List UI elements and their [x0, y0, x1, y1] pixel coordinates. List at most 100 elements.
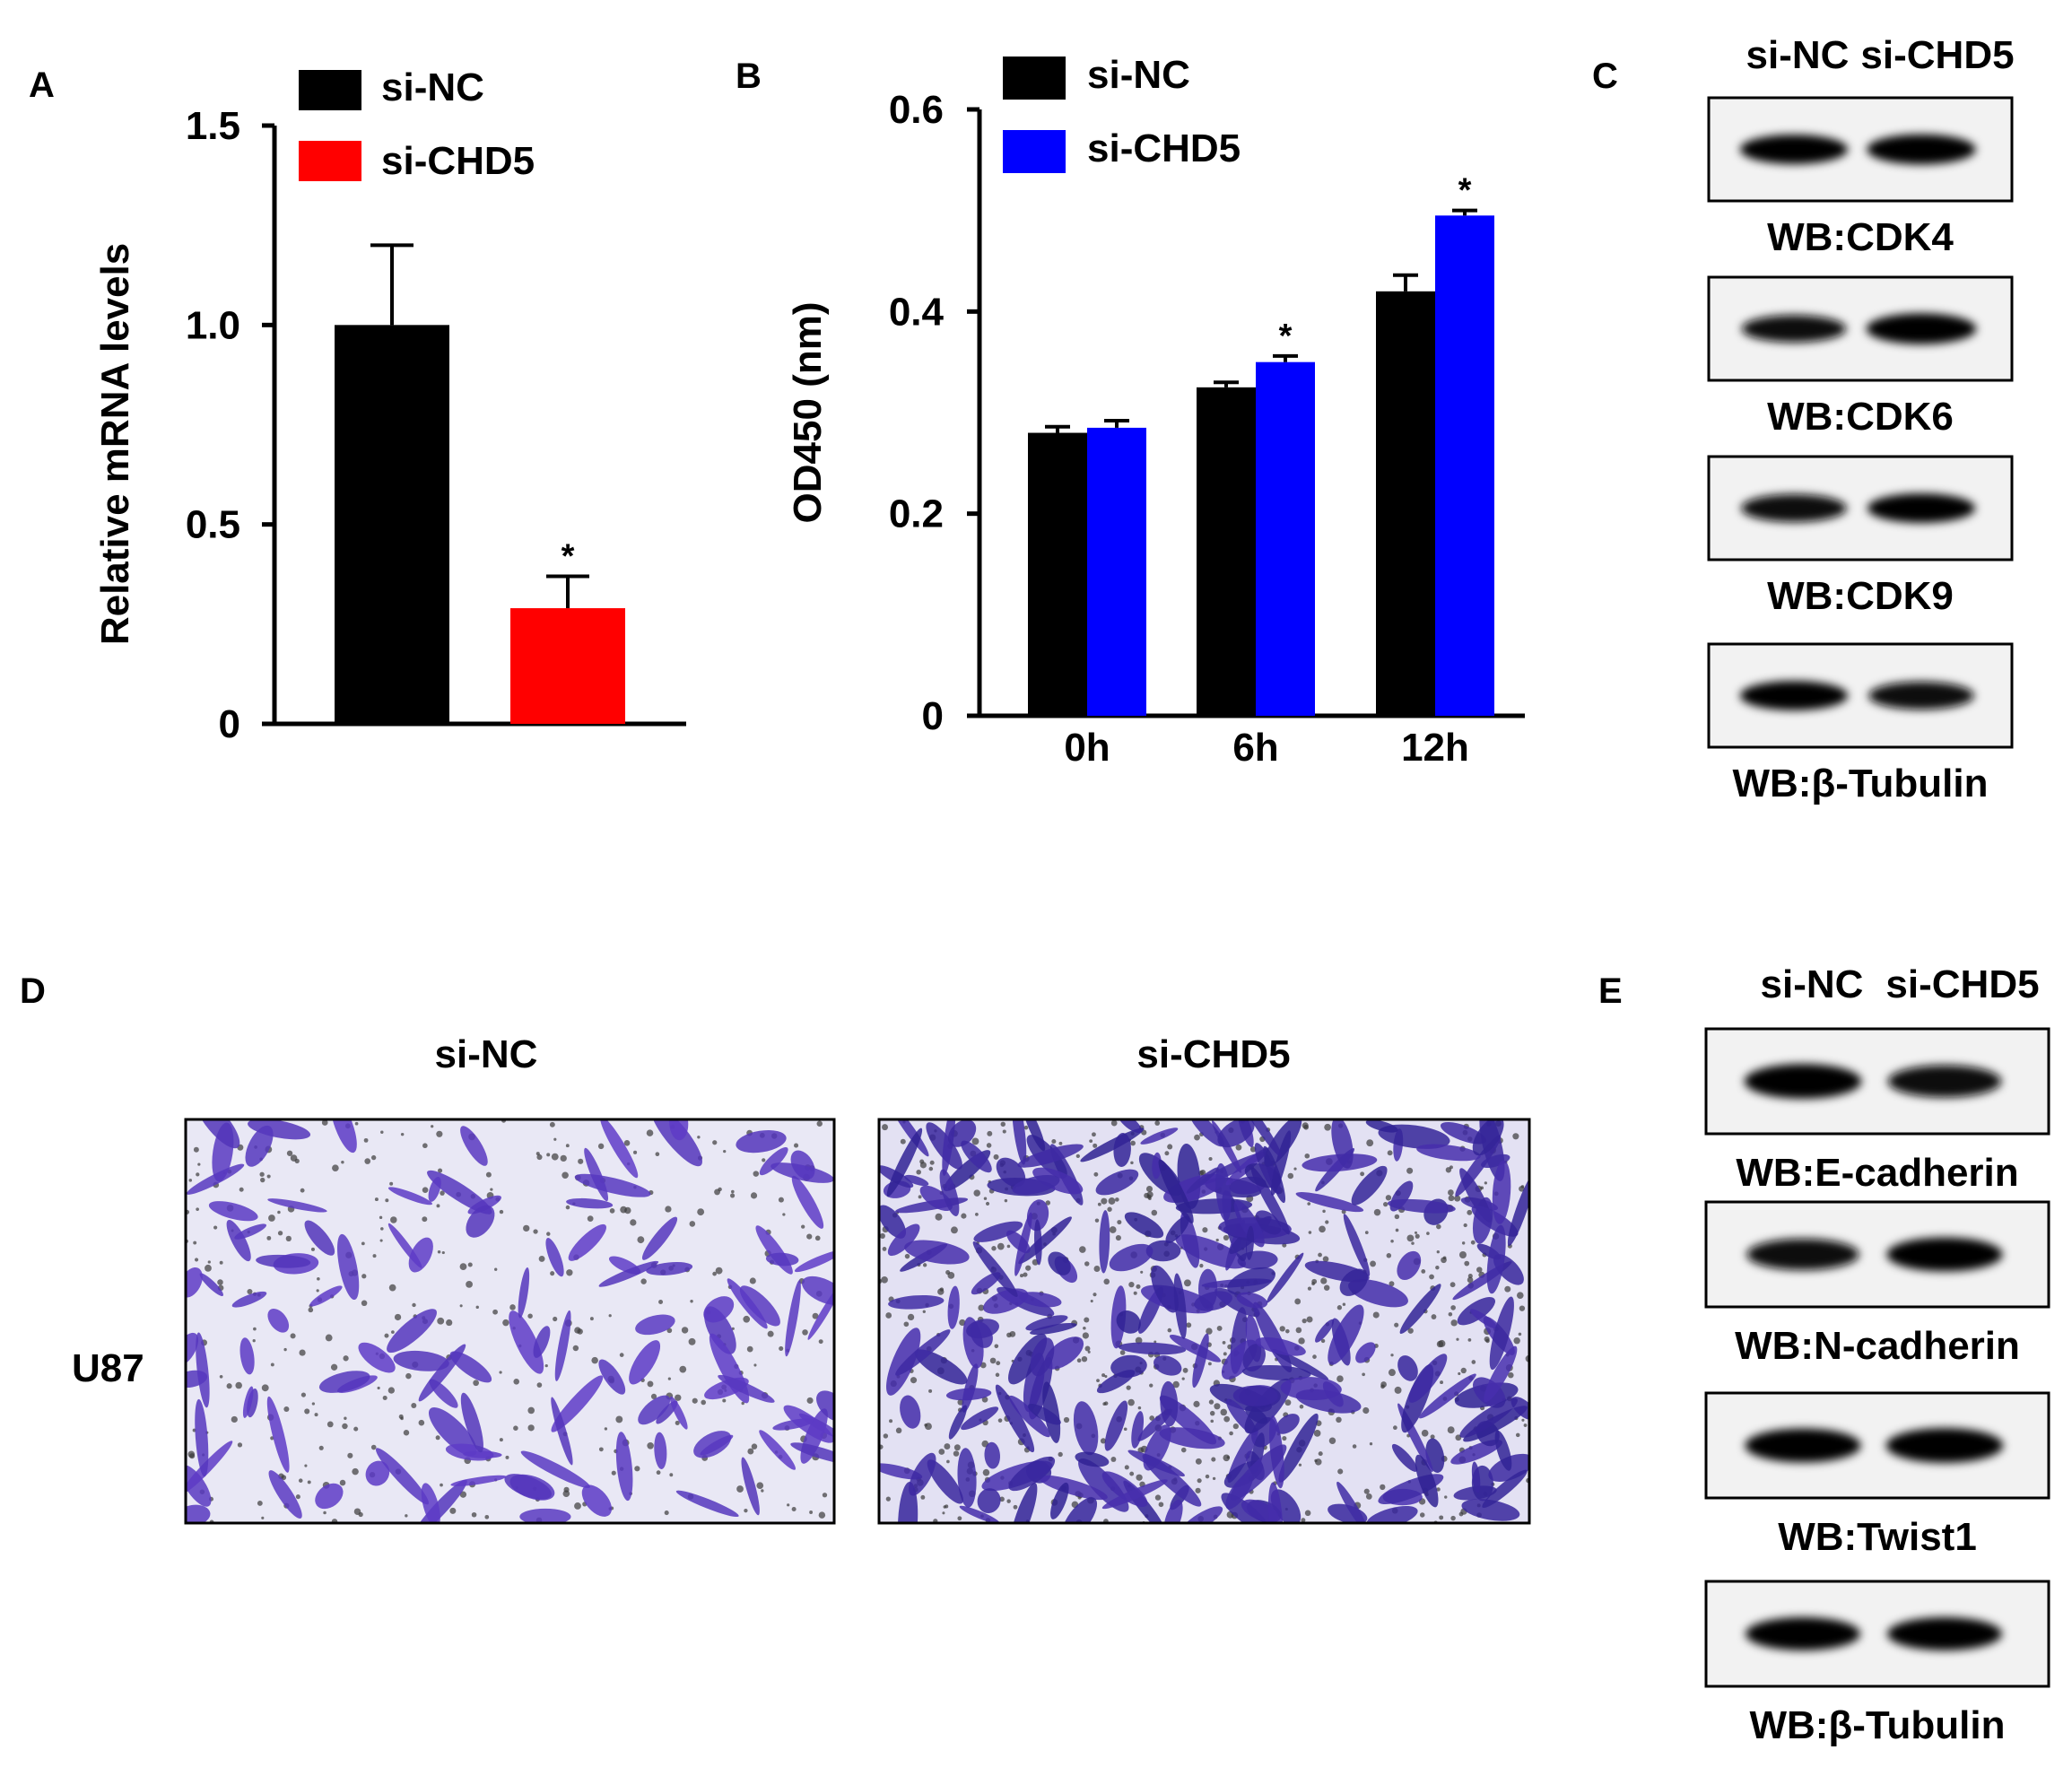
stained-cell [765, 1252, 799, 1267]
stained-cell [1510, 1397, 1529, 1421]
stained-cell [895, 1329, 951, 1376]
stained-cell [1239, 1119, 1282, 1157]
stained-cell [199, 1273, 223, 1297]
stained-cell [909, 1452, 936, 1496]
stained-cell [309, 1285, 343, 1307]
stained-cell [365, 1460, 390, 1486]
blot-3 [1704, 1580, 2050, 1688]
stained-cell [1355, 1342, 1376, 1363]
stained-cell [888, 1294, 945, 1310]
stained-cell [635, 1314, 675, 1336]
stained-cell [519, 1508, 571, 1523]
stained-cell [890, 1119, 929, 1157]
stained-cell [566, 1197, 614, 1209]
stained-cell [267, 1198, 327, 1213]
bar-b-si-CHD5-6h [1256, 361, 1315, 716]
stained-cell [1113, 1132, 1131, 1168]
stained-cell [1280, 1377, 1342, 1401]
stained-cell [208, 1201, 258, 1222]
stained-cell [1463, 1406, 1528, 1442]
stained-cell [995, 1384, 1035, 1453]
stained-cell [375, 1448, 430, 1505]
lane-label-si-CHD5: si-CHD5 [1860, 33, 2014, 77]
stained-cell [1095, 1169, 1139, 1196]
error-bar-a-si-CHD5 [546, 574, 589, 609]
stained-cell [1215, 1162, 1232, 1222]
transwell-image-si-chd5 [877, 1118, 1531, 1525]
error-bar-b [1393, 273, 1418, 292]
stained-cell [759, 1146, 788, 1176]
legend-label-si-chd5-b: si-CHD5 [1087, 126, 1241, 170]
bar-b-si-CHD5-12h [1435, 215, 1494, 717]
stained-cell [1331, 1119, 1354, 1169]
blot-band [1867, 134, 1976, 165]
stained-cell [961, 1406, 999, 1431]
stained-cell [971, 1272, 1001, 1295]
y-tick-label-a: 0 [219, 702, 240, 746]
blot-label: WB:CDK4 [1767, 215, 1954, 259]
stained-cell [234, 1223, 267, 1240]
stained-cell [1009, 1483, 1038, 1523]
stained-cell [1397, 1355, 1418, 1381]
y-axis-label-b: OD450 (nm) [786, 302, 830, 524]
stained-cell [1486, 1224, 1506, 1294]
stained-cell [1343, 1214, 1371, 1276]
stained-cell [669, 1396, 688, 1430]
stained-cell [675, 1490, 739, 1518]
stained-cell [418, 1344, 466, 1402]
stained-cell [245, 1125, 274, 1167]
stained-cell [736, 1129, 787, 1154]
blot-label: WB:β-Tubulin [1749, 1703, 2005, 1747]
stained-cell [266, 1396, 290, 1473]
stained-cell [1328, 1304, 1364, 1365]
legend-swatch-si-chd5-b [1003, 130, 1066, 173]
stained-cell [957, 1448, 977, 1508]
stained-cell [1044, 1336, 1084, 1370]
blot-band [1866, 313, 1977, 344]
stained-cell [1489, 1296, 1514, 1371]
stained-cell [1472, 1119, 1504, 1156]
blot-label: WB:CDK9 [1767, 574, 1954, 618]
stained-cell [1154, 1355, 1182, 1376]
stained-cell [1124, 1212, 1164, 1239]
stained-cell [387, 1309, 437, 1354]
stained-cell [581, 1484, 612, 1517]
stained-cell [1225, 1473, 1253, 1510]
stained-cell [919, 1185, 953, 1212]
blot-label: WB:CDK6 [1767, 395, 1954, 439]
stained-cell [785, 1280, 801, 1357]
blot-1 [1704, 1200, 2050, 1309]
stained-cell [574, 1173, 651, 1197]
stained-cell [387, 1187, 432, 1206]
x-tick-label-b: 0h [1064, 726, 1110, 770]
stained-cell [1186, 1167, 1219, 1194]
stained-cell [315, 1483, 344, 1510]
stained-cell [947, 1285, 960, 1329]
stained-cell [1494, 1430, 1512, 1471]
stained-cell [551, 1397, 573, 1466]
stained-cell [186, 1504, 211, 1523]
stained-cell [1018, 1216, 1072, 1265]
stained-cell [1012, 1174, 1060, 1195]
stained-cell [1416, 1144, 1481, 1162]
stained-cell [1034, 1219, 1042, 1266]
stained-cell [268, 1470, 302, 1519]
stained-cell [790, 1442, 834, 1465]
stained-cell [959, 1505, 1000, 1523]
blot-label: WB:β-Tubulin [1732, 762, 1988, 805]
stained-cell [598, 1359, 626, 1395]
stained-cell [1173, 1273, 1188, 1339]
blot-band [1739, 135, 1849, 164]
stained-cell [904, 1174, 929, 1187]
error-bar-b [1104, 419, 1129, 428]
stained-cell [600, 1119, 639, 1179]
stained-cell [904, 1240, 970, 1265]
stained-cell [1018, 1292, 1062, 1308]
stained-cell [1241, 1364, 1311, 1380]
western-blots-c: si-NC si-CHD5 WB:CDK4 WB:CDK6 WB:CDK9 WB:β-Tu… [1707, 33, 2015, 805]
stained-cell [1302, 1154, 1378, 1172]
stained-cell [1461, 1499, 1520, 1521]
stained-cell [783, 1405, 834, 1443]
stained-cell [449, 1351, 492, 1383]
legend-swatch-si-chd5 [299, 141, 361, 181]
